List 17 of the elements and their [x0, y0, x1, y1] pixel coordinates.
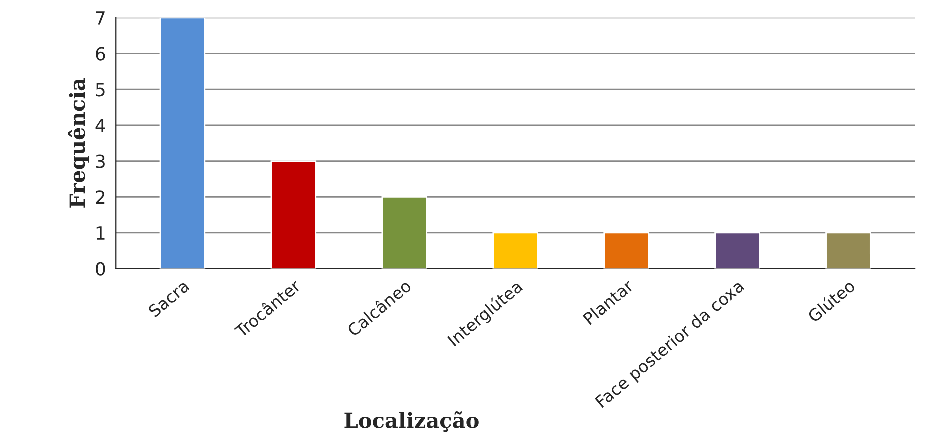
y-tick-label: 0	[96, 262, 106, 276]
bar	[604, 232, 650, 269]
bar	[714, 232, 760, 269]
bar	[270, 160, 317, 269]
bar	[826, 232, 872, 269]
y-tick-label: 7	[96, 12, 105, 25]
bar	[382, 196, 428, 269]
y-tick-label: 2	[96, 190, 105, 204]
bar	[492, 232, 538, 269]
y-tick-label: 4	[96, 119, 106, 132]
bar	[160, 18, 206, 269]
y-axis-title: Frequência	[68, 78, 90, 208]
x-axis-title: Localização	[344, 412, 479, 432]
y-tick-label: 5	[96, 83, 105, 97]
y-tick-label: 1	[96, 226, 105, 240]
y-tick-label: 6	[96, 47, 106, 61]
y-tick-label: 3	[96, 154, 105, 168]
